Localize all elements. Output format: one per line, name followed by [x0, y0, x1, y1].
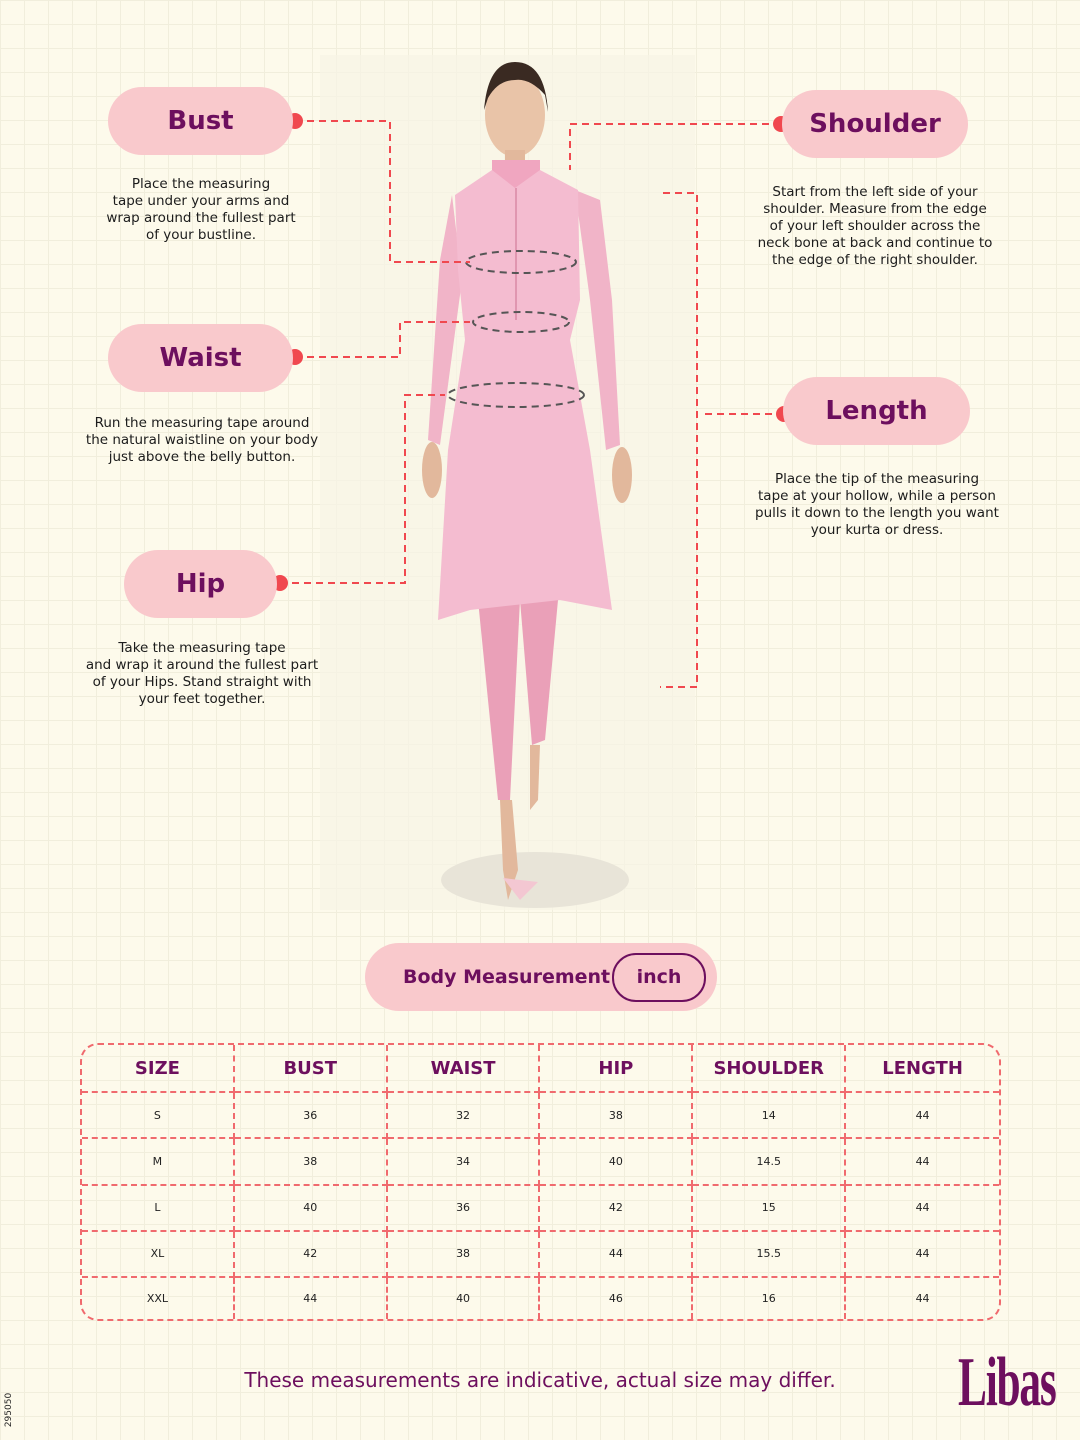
table-cell: L	[82, 1185, 235, 1232]
text-line: just above the belly button.	[108, 449, 296, 465]
table-header-row: SIZE BUST WAIST HIP SHOULDER LENGTH	[82, 1045, 999, 1093]
size-chart-table: SIZE BUST WAIST HIP SHOULDER LENGTH S 36 3…	[80, 1043, 1001, 1321]
table-cell: 44	[915, 1292, 930, 1306]
table-cell: 44	[846, 1232, 999, 1279]
table-cell: 44	[846, 1186, 999, 1232]
header-waist: WAIST	[387, 1045, 541, 1093]
table-cell: 38	[387, 1231, 541, 1279]
text-line: the edge of the right shoulder.	[772, 252, 978, 268]
table-cell: 38	[540, 1093, 694, 1140]
table-cell: M	[82, 1139, 235, 1186]
hip-connector	[280, 394, 445, 584]
text-line: of your bustline.	[145, 227, 257, 243]
text-line: Place the tip of the measuring	[774, 471, 980, 487]
table-cell: 34	[387, 1139, 541, 1186]
text-line: of your Hips. Stand straight with	[92, 674, 312, 690]
waist-label: Waist	[108, 324, 293, 392]
table-cell: 15.5	[693, 1231, 847, 1279]
text-line: Run the measuring tape around	[94, 415, 310, 431]
shoulder-label: Shoulder	[782, 90, 968, 158]
table-cell: XL	[82, 1231, 235, 1279]
table-row: XL 42 38 44 15.5 44	[82, 1231, 999, 1279]
text-line: neck bone at back and continue to	[757, 235, 993, 251]
table-cell: 44	[846, 1093, 999, 1140]
text-line: tape at your hollow, while a person	[758, 488, 996, 504]
text-line: of your left shoulder across the	[769, 218, 981, 234]
table-cell: 44	[235, 1278, 388, 1319]
header-shoulder: SHOULDER	[693, 1045, 847, 1093]
text-line: Place the measuring	[131, 176, 271, 192]
bust-connector	[295, 120, 470, 263]
table-cell: 15	[693, 1185, 847, 1232]
text-line: your kurta or dress.	[810, 522, 944, 538]
table-cell: 44	[540, 1231, 694, 1279]
table-cell: 38	[234, 1139, 388, 1186]
table-cell: 42	[234, 1231, 388, 1279]
shoulder-description: Start from the left side of your shoulde…	[745, 184, 1005, 269]
table-cell: 32	[387, 1093, 541, 1140]
length-bracket	[660, 192, 698, 688]
table-cell: S	[82, 1093, 235, 1140]
table-cell: 14.5	[693, 1139, 847, 1186]
text-line: Take the measuring tape	[118, 640, 286, 656]
table-cell: 46	[540, 1278, 694, 1319]
waist-connector	[295, 321, 470, 358]
header-hip: HIP	[540, 1045, 694, 1093]
table-cell: 42	[540, 1185, 694, 1232]
text-line: Start from the left side of your	[772, 184, 978, 200]
unit-toggle[interactable]: inch	[612, 953, 706, 1002]
header-size: SIZE	[82, 1045, 235, 1093]
body-measurement-label: Body Measurement	[403, 966, 611, 988]
bust-description: Place the measuring tape under your arms…	[90, 176, 312, 244]
text-line: shoulder. Measure from the edge	[763, 201, 987, 217]
table-row: M 38 34 40 14.5 44	[82, 1139, 999, 1186]
text-line: tape under your arms and	[112, 193, 290, 209]
waist-description: Run the measuring tape around the natura…	[72, 415, 332, 466]
table-cell: 14	[693, 1093, 847, 1140]
text-line: the natural waistline on your body	[85, 432, 319, 448]
length-description: Place the tip of the measuring tape at y…	[742, 471, 1012, 539]
hip-label: Hip	[124, 550, 277, 618]
libas-logo: Libas	[958, 1344, 1057, 1421]
table-cell: 44	[846, 1139, 999, 1186]
table-cell: 36	[234, 1093, 388, 1140]
text-line: pulls it down to the length you want	[755, 505, 999, 521]
table-row: L 40 36 42 15 44	[82, 1185, 999, 1232]
body-measurement-header: Body Measurement inch	[365, 943, 717, 1011]
table-cell: 16	[693, 1278, 847, 1319]
table-cell: 40	[540, 1139, 694, 1186]
text-line: and wrap it around the fullest part	[85, 657, 319, 673]
product-code: 295050	[4, 1392, 15, 1428]
table-row: S 36 32 38 14 44	[82, 1093, 999, 1140]
text-line: your feet together.	[138, 691, 266, 707]
table-cell: 40	[234, 1185, 388, 1232]
hip-description: Take the measuring tape and wrap it arou…	[72, 640, 332, 708]
table-cell: XXL	[82, 1278, 235, 1319]
shoulder-connector	[569, 123, 781, 170]
disclaimer: These measurements are indicative, actua…	[244, 1368, 836, 1392]
length-label: Length	[783, 377, 970, 445]
bust-label: Bust	[108, 87, 293, 155]
table-cell: 36	[387, 1185, 541, 1232]
header-bust: BUST	[234, 1045, 388, 1093]
model-illustration	[422, 62, 632, 908]
header-length: LENGTH	[846, 1045, 999, 1093]
text-line: wrap around the fullest part	[106, 210, 296, 226]
table-row: XXL 44 40 46 16 44	[82, 1278, 999, 1319]
table-cell: 40	[388, 1278, 541, 1319]
